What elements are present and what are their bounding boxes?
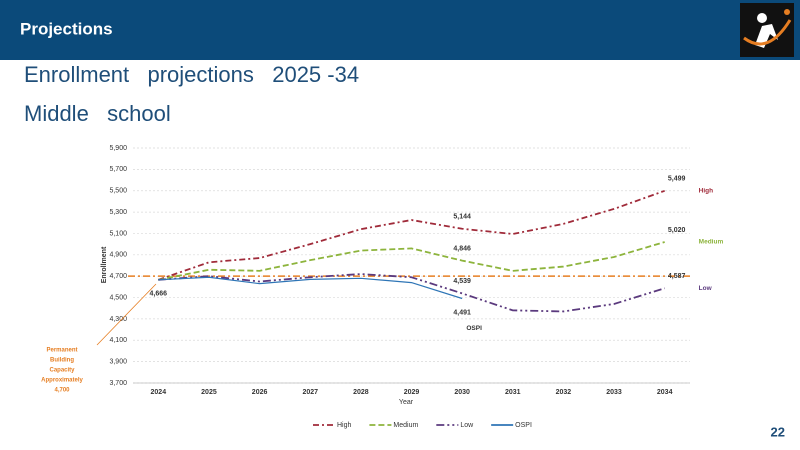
legend-label: Medium	[393, 422, 418, 429]
value-label: 4,491	[453, 309, 471, 316]
y-tick-label: 4,700	[109, 273, 127, 280]
capacity-label: 4,700	[54, 388, 70, 394]
x-tick-label: 2027	[302, 389, 318, 396]
series-line	[158, 273, 665, 313]
value-label: 5,144	[453, 214, 471, 221]
y-tick-label: 4,500	[109, 294, 127, 301]
x-tick-label: 2028	[353, 389, 369, 396]
series-end-label: Medium	[699, 239, 724, 246]
y-tick-label: 4,100	[109, 337, 127, 344]
page-number: 22	[771, 424, 785, 439]
y-tick-label: 5,900	[109, 145, 127, 152]
capacity-label: Permanent	[46, 348, 77, 354]
value-label: 4,587	[668, 273, 686, 280]
x-tick-label: 2031	[505, 389, 521, 396]
y-axis-label: Enrollment	[101, 246, 108, 283]
x-tick-label: 2032	[556, 389, 572, 396]
y-tick-label: 3,700	[109, 380, 127, 387]
series-line	[158, 189, 665, 281]
legend-label: High	[337, 422, 352, 429]
y-tick-label: 5,300	[109, 209, 127, 216]
legend-label: Low	[460, 422, 474, 429]
value-label: 4,846	[453, 245, 471, 252]
y-tick-label: 3,900	[109, 358, 127, 365]
x-tick-label: 2030	[454, 389, 470, 396]
y-tick-label: 5,100	[109, 230, 127, 237]
capacity-label: Approximately	[41, 378, 83, 384]
slide-title: Enrollment projections 2025 -34	[24, 62, 359, 87]
x-tick-label: 2034	[657, 389, 673, 396]
value-label: 5,020	[668, 227, 686, 234]
header-bar	[0, 0, 800, 60]
series-end-label: Low	[699, 285, 713, 292]
legend-label: OSPI	[515, 422, 532, 429]
y-tick-label: 4,900	[109, 252, 127, 259]
x-tick-label: 2025	[201, 389, 217, 396]
capacity-label: Capacity	[49, 368, 75, 374]
y-tick-label: 5,700	[109, 166, 127, 173]
value-label: 5,499	[668, 176, 686, 183]
x-axis-label: Year	[399, 399, 414, 406]
logo	[740, 3, 794, 57]
x-tick-label: 2033	[606, 389, 622, 396]
series-line	[158, 276, 463, 300]
slide-subtitle: Middle school	[24, 101, 171, 126]
x-tick-label: 2029	[404, 389, 420, 396]
value-label: 4,539	[453, 278, 471, 285]
header-title: Projections	[20, 19, 113, 38]
capacity-leader	[96, 283, 157, 346]
value-label: 4,666	[150, 291, 168, 298]
series-line	[158, 241, 665, 281]
series-end-label: OSPI	[466, 325, 482, 332]
y-tick-label: 4,300	[109, 316, 127, 323]
y-tick-label: 5,500	[109, 188, 127, 195]
x-tick-label: 2026	[252, 389, 268, 396]
capacity-label: Building	[50, 358, 74, 364]
x-tick-label: 2024	[151, 389, 167, 396]
series-end-label: High	[699, 188, 713, 195]
